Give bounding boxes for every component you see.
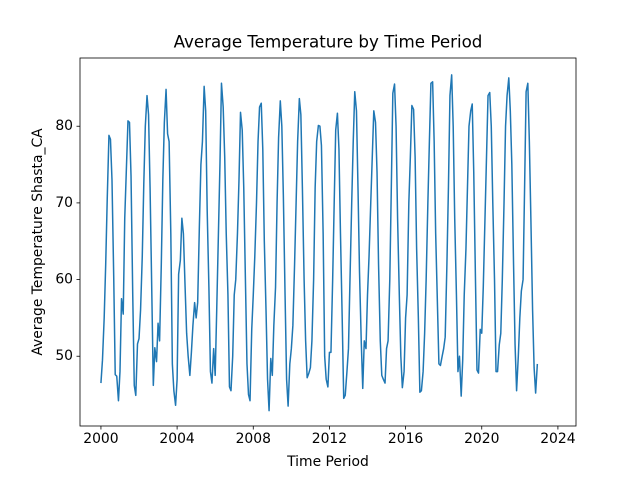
x-tick-label: 2004 xyxy=(159,431,195,447)
chart-title: Average Temperature by Time Period xyxy=(174,32,483,52)
y-axis-label: Average Temperature Shasta_CA xyxy=(30,128,46,356)
x-tick-label: 2000 xyxy=(83,431,118,447)
plot-frame xyxy=(79,57,577,427)
x-tick-label: 2012 xyxy=(312,431,347,447)
y-tick-label: 80 xyxy=(55,118,73,134)
data-line xyxy=(100,74,539,412)
x-tick-label: 2020 xyxy=(464,431,499,447)
y-tick-label: 50 xyxy=(55,348,73,364)
x-tick-label: 2008 xyxy=(236,431,271,447)
x-tick-label: 2024 xyxy=(540,431,576,447)
x-tick-label: 2016 xyxy=(388,431,423,447)
y-tick-label: 70 xyxy=(55,195,73,211)
y-tick-label: 60 xyxy=(55,272,73,288)
x-axis-label: Time Period xyxy=(286,454,369,470)
